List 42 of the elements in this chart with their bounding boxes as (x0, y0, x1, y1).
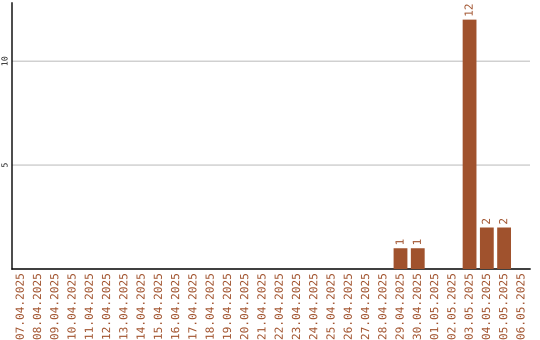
data-label: 12 (464, 4, 473, 16)
x-tick-label: 09.04.2025 (50, 274, 58, 340)
bar (410, 248, 425, 269)
x-tick-label: 01.05.2025 (430, 274, 438, 340)
data-label: 1 (395, 240, 404, 244)
data-label: 2 (482, 218, 490, 224)
x-tick-label: 18.04.2025 (205, 274, 214, 339)
x-tick-label: 12.04.2025 (102, 274, 110, 339)
y-tick-label: 5 (1, 163, 8, 168)
x-tick-label: 17.04.2025 (188, 274, 197, 339)
x-tick-label: 07.04.2025 (15, 274, 24, 340)
x-tick-label: 24.04.2025 (309, 274, 318, 340)
x-tick-label: 14.04.2025 (136, 274, 145, 339)
x-tick-label: 03.05.2025 (464, 274, 473, 340)
bar (480, 227, 494, 269)
x-tick-label: 10.04.2025 (67, 274, 76, 339)
data-label: 2 (498, 218, 508, 224)
x-tick-label: 05.05.2025 (498, 274, 508, 340)
x-tick-label: 28.04.2025 (378, 274, 386, 340)
x-tick-label: 30.04.2025 (412, 274, 422, 340)
x-tick-label: 13.04.2025 (119, 274, 128, 339)
x-tick-label: 08.04.2025 (32, 274, 42, 340)
x-tick-label: 15.04.2025 (154, 274, 162, 339)
x-tick-label: 25.04.2025 (326, 274, 335, 340)
bar (497, 227, 512, 269)
x-tick-label: 16.04.2025 (170, 274, 180, 339)
bar (394, 248, 408, 269)
x-tick-label: 26.04.2025 (344, 274, 352, 340)
x-tick-label: 02.05.2025 (447, 274, 456, 340)
x-tick-label: 21.04.2025 (257, 274, 266, 340)
x-tick-label: 11.04.2025 (84, 274, 93, 339)
x-tick-label: 20.04.2025 (240, 274, 248, 340)
x-tick-label: 04.05.2025 (482, 274, 490, 340)
x-tick-label: 06.05.2025 (516, 274, 525, 340)
x-tick-label: 23.04.2025 (292, 274, 300, 340)
x-tick-label: 29.04.2025 (395, 274, 404, 340)
x-tick-label: 27.04.2025 (360, 274, 370, 340)
x-tick-label: 22.04.2025 (274, 274, 283, 340)
y-tick-label: 10 (1, 56, 8, 66)
data-label: 1 (412, 240, 421, 244)
bar (462, 20, 476, 269)
x-tick-label: 19.04.2025 (222, 274, 232, 339)
